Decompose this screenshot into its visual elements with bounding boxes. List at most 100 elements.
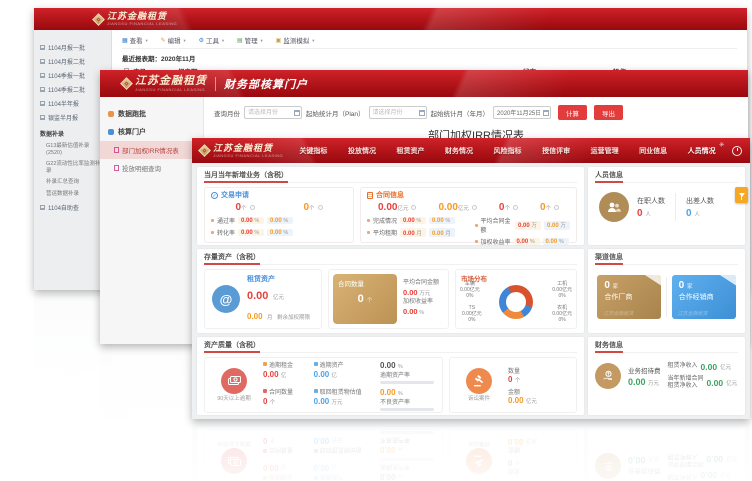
toolbar-view-menu[interactable]: ▦ 查看 ▼ (122, 37, 149, 46)
sidebar-subitem-oper[interactable]: 营运数据补录 (46, 190, 80, 197)
query-month-label: 查询月份 (214, 110, 240, 118)
sidebar-item-detail-query[interactable]: 投放明细查询 (100, 159, 203, 177)
tab-peer-info[interactable]: 同业信息 (639, 147, 668, 155)
panel-channel-info: 渠道信息 0 家 合作厂商 江苏金融租赁 0 家 合作经销商 江苏金融租赁 (588, 249, 745, 333)
contract-cnt-month: 0 (498, 202, 505, 213)
bullet-icon (211, 231, 214, 234)
doc-icon (114, 147, 119, 153)
export-button[interactable]: 导出 (594, 105, 624, 120)
coin-hand-icon (595, 363, 621, 390)
tab-investment[interactable]: 投放情况 (347, 147, 376, 155)
sidebar-subitem-summary[interactable]: 补录汇总查询 (46, 179, 80, 186)
lease-title: 租赁资产 (247, 276, 275, 283)
sidebar-subitem-g13[interactable]: G13最新估值补录(2520) (46, 143, 90, 156)
npl-rate-bar (380, 407, 434, 411)
check-circle-icon: ✓ (211, 191, 218, 199)
start-month-label: 起始统计月（年月） (430, 110, 490, 118)
brand-subtitle: JIANGSU FINANCIAL LEASING (107, 21, 178, 26)
panel-asset-quality: 资产质量（含税） 90天以上逾期 逾期租金 0.00 亿 (197, 337, 584, 415)
lawsuit-count-label: 数量 (508, 368, 521, 375)
brand-name: 江苏金融租赁 (135, 74, 207, 87)
tab-risk[interactable]: 风险指标 (493, 147, 522, 155)
sidebar-group-accounting[interactable]: 核算门户 (100, 123, 203, 141)
radio-icon[interactable] (249, 205, 255, 210)
toolbar-manage-menu[interactable]: ▤ 管理 ▼ (237, 37, 264, 46)
contract-amt-month: 0.00 (377, 202, 398, 213)
bullet-icon (313, 362, 318, 366)
report-icon (40, 73, 45, 78)
sidebar-item-halfyear[interactable]: 1104半年报 (40, 99, 105, 108)
market-title: 市场分布 (461, 276, 487, 283)
sidebar-section-databuru[interactable]: 数据补录 (40, 132, 65, 138)
radio-icon[interactable] (411, 205, 417, 210)
bullet-icon (263, 362, 267, 366)
calendar-icon (294, 109, 300, 116)
weighted-rate-value: 0.00 (403, 306, 418, 316)
power-logout-icon[interactable] (732, 145, 742, 156)
sidebar-item-cbirc[interactable]: 银监半月报 (40, 113, 105, 122)
brand-logo: 江苏金融租赁 JIANGSU FINANCIAL LEASING (92, 12, 178, 26)
start-month-plan-label: 起始统计月（Plan） (306, 110, 365, 118)
tab-finance[interactable]: 财务情况 (445, 147, 474, 155)
lease-term: 0.00 (247, 312, 263, 321)
tab-lease-assets[interactable]: 租赁资产 (396, 147, 425, 155)
query-month-input[interactable] (244, 106, 302, 119)
tab-operation[interactable]: 运营管理 (590, 147, 619, 155)
radio-icon[interactable] (471, 205, 477, 210)
sidebar-item-selfquery[interactable]: 1104自助查 (40, 203, 105, 212)
trade-year-count: 0 (303, 202, 310, 213)
sidebar-item-quarter2[interactable]: 1104季报二批 (40, 85, 105, 94)
donut-label-machinery: 工机 0.00亿元 0% (552, 281, 572, 299)
toolbar-tools-menu[interactable]: ⚙ 工具 ▼ (198, 37, 225, 46)
start-month-plan-input[interactable] (368, 106, 427, 119)
sidebar-item-monthly2[interactable]: 1104月报二批 (40, 57, 105, 66)
start-month-input[interactable] (493, 106, 552, 119)
donut-label-agri: 农机 0.00亿元 0% (552, 305, 572, 323)
sidebar-group-databatch[interactable]: 数据跑批 (100, 105, 203, 123)
toolbar-edit-menu[interactable]: ✎ 编辑 ▼ (160, 37, 187, 46)
portal-icon (108, 129, 114, 135)
trip-label: 出差人数 (686, 197, 714, 205)
card-partner-vendor[interactable]: 0 家 合作厂商 江苏金融租赁 (597, 275, 662, 319)
tab-personnel[interactable]: 人员情况 (688, 141, 725, 156)
income-label: 租赁净收入 (667, 363, 698, 370)
header-divider (215, 76, 216, 91)
trade-month-count: 0 (235, 202, 242, 213)
tools-icon: ⚙ (198, 37, 205, 44)
brand-diamond-icon (120, 77, 133, 90)
back-toolbar: ▦ 查看 ▼ ✎ 编辑 ▼ ⚙ 工具 ▼ ▤ 管理 ▼ ▣ 监测模拟 ▼ (122, 35, 737, 49)
weighted-rate-label: 加权收益率 (403, 299, 434, 305)
lawsuit-count: 0 (508, 374, 513, 384)
tab-credit-review[interactable]: 授信评审 (542, 147, 571, 155)
panel-people-info: 人员信息 在职人数 0 人 出差人数 0 人 (588, 167, 745, 245)
sidebar-subitem-g22[interactable]: G22流动性比率监测补录 (46, 161, 101, 174)
calculate-button[interactable]: 计算 (558, 105, 588, 120)
batch-icon (108, 111, 114, 117)
overdue-icon-label: 90天以上逾期 (217, 395, 251, 402)
sidebar-item-monthly1[interactable]: 1104月报一批 (40, 43, 105, 52)
sidebar-item-quarter1[interactable]: 1104季报一批 (40, 71, 105, 80)
funnel-icon (738, 193, 745, 200)
calendar-icon (543, 109, 550, 116)
card-market-distribution: 市场分布 车辆 0.00亿元 0% 工机 0.00亿元 0% 农机 0.00亿元 0% TS… (455, 269, 577, 329)
onduty-count: 0 (637, 207, 643, 219)
radio-icon[interactable] (317, 205, 323, 210)
radio-icon[interactable] (512, 205, 518, 210)
expense-label: 业务招待费 (628, 368, 661, 376)
bullet-icon (263, 389, 267, 393)
radio-icon[interactable] (554, 205, 560, 210)
divider (665, 277, 667, 317)
card-lease-assets: @ 租赁资产 0.00 亿元 0.00 月 剩余加权期限 (204, 269, 322, 329)
panel-title: 财务信息 (595, 342, 623, 353)
income-value: 0.00 (700, 362, 718, 372)
filter-fab-button[interactable] (735, 187, 748, 203)
card-partner-dealer[interactable]: 0 家 合作经销商 江苏金融租赁 (671, 275, 736, 319)
tab-key-indicators[interactable]: 关键指标 (299, 147, 328, 155)
sidebar-item-irr-report[interactable]: 部门加权IRR情况表 (100, 141, 203, 159)
market-donut-chart (499, 284, 533, 319)
calendar-icon (418, 109, 425, 116)
toolbar-monitor-menu[interactable]: ▣ 监测模拟 ▼ (275, 37, 316, 46)
